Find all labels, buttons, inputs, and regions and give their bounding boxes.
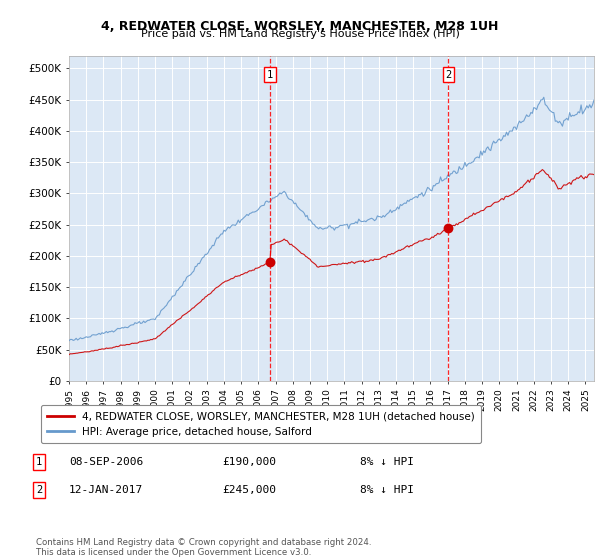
Text: 12-JAN-2017: 12-JAN-2017 <box>69 485 143 495</box>
Text: 1: 1 <box>36 457 42 467</box>
Point <box>265 258 275 267</box>
Text: 4, REDWATER CLOSE, WORSLEY, MANCHESTER, M28 1UH: 4, REDWATER CLOSE, WORSLEY, MANCHESTER, … <box>101 20 499 32</box>
Text: 1: 1 <box>267 70 274 80</box>
Text: £245,000: £245,000 <box>222 485 276 495</box>
Text: Price paid vs. HM Land Registry's House Price Index (HPI): Price paid vs. HM Land Registry's House … <box>140 29 460 39</box>
Point <box>443 223 453 232</box>
Text: Contains HM Land Registry data © Crown copyright and database right 2024.
This d: Contains HM Land Registry data © Crown c… <box>36 538 371 557</box>
Text: 08-SEP-2006: 08-SEP-2006 <box>69 457 143 467</box>
Text: £190,000: £190,000 <box>222 457 276 467</box>
Text: 2: 2 <box>36 485 42 495</box>
Text: 8% ↓ HPI: 8% ↓ HPI <box>360 485 414 495</box>
Text: 2: 2 <box>445 70 452 80</box>
Text: 8% ↓ HPI: 8% ↓ HPI <box>360 457 414 467</box>
Legend: 4, REDWATER CLOSE, WORSLEY, MANCHESTER, M28 1UH (detached house), HPI: Average p: 4, REDWATER CLOSE, WORSLEY, MANCHESTER, … <box>41 405 481 443</box>
